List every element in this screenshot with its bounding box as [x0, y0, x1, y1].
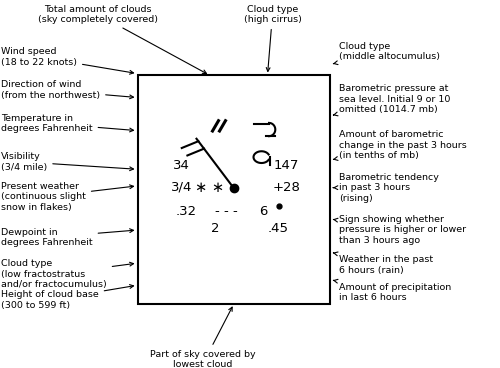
Bar — [138, 75, 330, 304]
Text: .45: .45 — [268, 222, 288, 236]
Text: 2: 2 — [211, 222, 220, 236]
Text: Present weather
(continuous slight
snow in flakes): Present weather (continuous slight snow … — [1, 182, 134, 212]
Text: 3/4: 3/4 — [171, 181, 192, 194]
Text: Amount of precipitation
in last 6 hours: Amount of precipitation in last 6 hours — [334, 279, 451, 302]
Text: Cloud type
(high cirrus): Cloud type (high cirrus) — [244, 4, 302, 71]
Text: Weather in the past
6 hours (rain): Weather in the past 6 hours (rain) — [334, 252, 433, 275]
Text: Total amount of clouds
(sky completely covered): Total amount of clouds (sky completely c… — [38, 4, 206, 74]
Text: Height of cloud base
(300 to 599 ft): Height of cloud base (300 to 599 ft) — [1, 284, 134, 309]
Text: Cloud type
(low fractostratus
and/or fractocumulus): Cloud type (low fractostratus and/or fra… — [1, 259, 134, 289]
Text: ∗ ∗: ∗ ∗ — [196, 180, 224, 195]
Text: Direction of wind
(from the northwest): Direction of wind (from the northwest) — [1, 81, 134, 100]
Text: 34: 34 — [173, 159, 190, 172]
Text: Dewpoint in
degrees Fahrenheit: Dewpoint in degrees Fahrenheit — [1, 228, 134, 247]
Text: Barometric tendency
in past 3 hours
(rising): Barometric tendency in past 3 hours (ris… — [334, 173, 439, 202]
Text: Temperature in
degrees Fahrenheit: Temperature in degrees Fahrenheit — [1, 114, 134, 133]
Text: Barometric pressure at
sea level. Initial 9 or 10
omitted (1014.7 mb): Barometric pressure at sea level. Initia… — [334, 85, 450, 116]
Text: - - -: - - - — [215, 205, 238, 218]
Text: Part of sky covered by
lowest cloud
(seven or eight tenths): Part of sky covered by lowest cloud (sev… — [148, 307, 257, 368]
Text: Cloud type
(middle altocumulus): Cloud type (middle altocumulus) — [334, 42, 440, 65]
Text: Sign showing whether
pressure is higher or lower
than 3 hours ago: Sign showing whether pressure is higher … — [334, 215, 466, 245]
Text: Visibility
(3/4 mile): Visibility (3/4 mile) — [1, 152, 134, 171]
Text: +28: +28 — [272, 181, 300, 194]
Text: 147: 147 — [274, 159, 299, 172]
Text: Wind speed
(18 to 22 knots): Wind speed (18 to 22 knots) — [1, 47, 134, 74]
Text: 6: 6 — [259, 205, 267, 218]
Text: Amount of barometric
change in the past 3 hours
(in tenths of mb): Amount of barometric change in the past … — [334, 131, 467, 160]
Text: .32: .32 — [176, 205, 197, 218]
